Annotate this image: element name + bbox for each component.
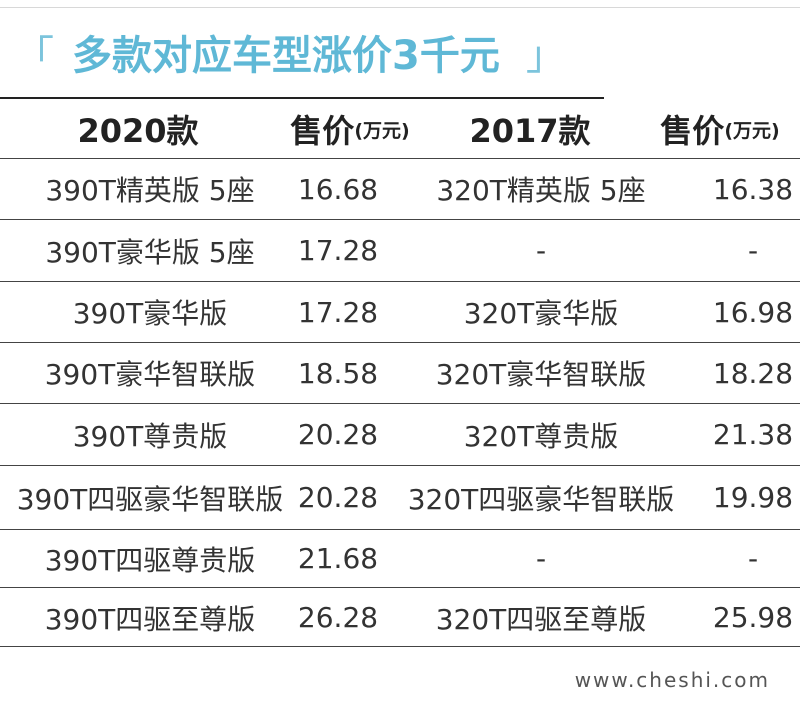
price-2017-cell: 21.38	[712, 418, 794, 451]
model-2020-cell: 390T四驱尊贵版	[44, 543, 256, 577]
model-2020-cell: 390T尊贵版	[72, 419, 228, 453]
price-2017-cell: 16.98	[712, 295, 794, 329]
price-2020-cell: 20.28	[297, 481, 379, 514]
title-underline	[0, 97, 604, 99]
model-2020-cell: 390T豪华版 5座	[45, 235, 255, 269]
table-row: 390T四驱豪华智联版 20.28 320T四驱豪华智联版 19.98	[0, 465, 800, 529]
price-2020-cell: 16.68	[297, 172, 379, 206]
price-2017-cell: 18.28	[712, 356, 794, 390]
price-2020-cell: 26.28	[297, 601, 379, 634]
table-row: 390T豪华版 5座 17.28 - -	[0, 219, 800, 281]
model-2020-cell: 390T四驱至尊版	[44, 602, 256, 636]
title-bracket-right: 」	[525, 33, 566, 79]
price-2020-cell: 18.58	[297, 356, 379, 390]
watermark: www.cheshi.com	[574, 668, 770, 692]
model-2020-cell: 390T精英版 5座	[45, 174, 255, 207]
model-2017-cell: 320T四驱至尊版	[435, 602, 647, 636]
price-2020-cell: 17.28	[297, 295, 379, 329]
page-title: 「 多款对应车型涨价3千元 」	[14, 22, 566, 82]
price-2017-cell: 25.98	[712, 601, 794, 634]
header-model-2020: 2020款	[77, 112, 199, 150]
table-row: 390T豪华智联版 18.58 320T豪华智联版 18.28	[0, 342, 800, 403]
table-row: 390T精英版 5座 16.68 320T精英版 5座 16.38	[0, 158, 800, 219]
table-bottom-border	[0, 646, 800, 647]
model-2017-cell: 320T精英版 5座	[436, 174, 646, 207]
price-2017-cell: 19.98	[712, 481, 794, 514]
table-row: 390T豪华版 17.28 320T豪华版 16.98	[0, 281, 800, 342]
model-2017-cell: -	[535, 234, 547, 267]
table-row: 390T四驱尊贵版 21.68 - -	[0, 529, 800, 587]
model-2017-cell: 320T豪华智联版	[435, 358, 647, 391]
price-2017-cell: -	[747, 542, 759, 575]
top-divider	[0, 7, 800, 8]
header-price-2017: 售价 (万元)	[660, 112, 780, 150]
price-2020-cell: 21.68	[297, 542, 379, 575]
model-2020-cell: 390T豪华版	[72, 297, 228, 330]
header-price-2020: 售价 (万元)	[290, 112, 410, 150]
model-2020-cell: 390T四驱豪华智联版	[16, 482, 284, 516]
model-2020-cell: 390T豪华智联版	[44, 358, 256, 391]
price-2017-cell: 16.38	[712, 172, 794, 206]
price-2017-cell: -	[747, 234, 759, 267]
model-2017-cell: 320T豪华版	[463, 297, 619, 330]
title-bracket-left: 「	[14, 33, 54, 79]
header-model-2017: 2017款	[469, 112, 591, 150]
table-row: 390T四驱至尊版 26.28 320T四驱至尊版 25.98	[0, 587, 800, 647]
table-row: 390T尊贵版 20.28 320T尊贵版 21.38	[0, 403, 800, 465]
title-text: 多款对应车型涨价3千元	[72, 33, 500, 79]
model-2017-cell: -	[535, 542, 547, 575]
price-2020-cell: 17.28	[297, 234, 379, 267]
price-2020-cell: 20.28	[297, 418, 379, 451]
model-2017-cell: 320T四驱豪华智联版	[407, 482, 675, 516]
model-2017-cell: 320T尊贵版	[463, 419, 619, 453]
